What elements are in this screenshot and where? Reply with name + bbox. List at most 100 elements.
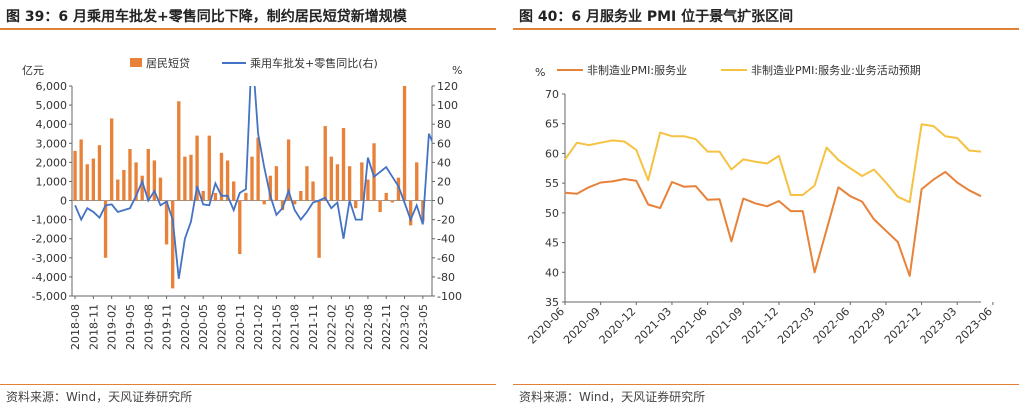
x-tick-label: 2019-11 [161, 304, 174, 350]
x-tick-label: 2021-09 [704, 305, 746, 347]
bar-residential-short-loan [402, 86, 407, 201]
bar-residential-short-loan [109, 118, 114, 201]
bar-residential-short-loan [201, 191, 205, 201]
right-y-tick-label: 0 [437, 195, 444, 208]
x-tick-label: 2020-02 [179, 304, 192, 350]
bar-residential-short-loan [158, 177, 163, 201]
x-tick-label: 2022-05 [344, 304, 357, 350]
y-tick-label: 50 [545, 207, 559, 220]
right-y-tick-label: 120 [437, 80, 458, 93]
bar-residential-short-loan [256, 137, 260, 201]
bar-residential-short-loan [250, 156, 254, 201]
bar-residential-short-loan [207, 135, 211, 201]
bar-residential-short-loan [97, 145, 102, 201]
y-tick-label: 40 [545, 266, 559, 279]
bar-residential-short-loan [171, 200, 175, 289]
x-tick-label: 2021-11 [307, 304, 320, 350]
legend-label-services-pmi: 非制造业PMI:服务业 [587, 63, 687, 77]
bar-residential-short-loan [384, 192, 388, 201]
x-tick-label: 2022-08 [362, 304, 375, 350]
right-source-rule [513, 384, 1019, 385]
right-y-tick-label: 60 [437, 137, 451, 150]
bar-residential-short-loan [354, 200, 358, 209]
bar-residential-short-loan [268, 175, 272, 201]
x-tick-label: 2021-12 [739, 305, 781, 347]
left-y-tick-label: 6,000 [36, 80, 68, 93]
right-figure-title: 图 40：6 月服务业 PMI 位于景气扩张区间 [519, 9, 794, 25]
bar-residential-short-loan [323, 126, 327, 201]
x-tick-label: 2023-06 [953, 305, 995, 347]
bar-residential-short-loan [366, 179, 370, 201]
left-y-tick-label: -4,000 [32, 271, 67, 284]
bar-residential-short-loan [225, 160, 230, 201]
bar-residential-short-loan [183, 156, 187, 201]
right-y-tick-label: 40 [437, 156, 451, 169]
left-y-tick-label: 5,000 [36, 99, 68, 112]
left-y-tick-label: 4,000 [36, 118, 68, 131]
bar-residential-short-loan [219, 152, 224, 201]
y-tick-label: 70 [545, 88, 559, 101]
right-y-tick-label: -40 [437, 233, 455, 246]
bar-residential-short-loan [317, 200, 321, 258]
x-tick-label: 2022-02 [325, 304, 338, 350]
bar-residential-short-loan [122, 170, 126, 201]
x-tick-label: 2019-05 [124, 304, 137, 350]
y-tick-label: 35 [545, 296, 559, 309]
left-y-tick-label: -5,000 [32, 290, 67, 303]
right-y-tick-label: 20 [437, 175, 451, 188]
x-tick-label: 2020-05 [197, 304, 210, 350]
bar-residential-short-loan [152, 160, 157, 201]
bar-residential-short-loan [293, 200, 297, 205]
right-title-rule [513, 28, 1019, 30]
bar-residential-short-loan [341, 128, 346, 201]
bar-residential-short-loan [360, 162, 364, 201]
bar-residential-short-loan [140, 175, 144, 201]
right-y-tick-label: 80 [437, 118, 451, 131]
x-tick-label: 2023-03 [918, 305, 960, 347]
x-tick-label: 2020-11 [234, 304, 247, 350]
bar-residential-short-loan [73, 150, 77, 201]
bar-residential-short-loan [335, 164, 340, 201]
bar-residential-short-loan [128, 149, 132, 201]
left-source-rule [0, 384, 496, 385]
right-y-tick-label: 100 [437, 99, 458, 112]
bar-residential-short-loan [164, 200, 169, 245]
x-tick-label: 2020-08 [215, 304, 228, 350]
left-source-note: 资料来源：Wind，天风证券研究所 [6, 390, 193, 404]
x-tick-label: 2023-02 [399, 304, 412, 350]
x-tick-label: 2021-08 [289, 304, 302, 350]
line-services-pmi [564, 170, 982, 277]
bar-residential-short-loan [91, 158, 96, 201]
bar-residential-short-loan [244, 192, 248, 201]
bar-residential-short-loan [85, 164, 89, 201]
legend-label-business-expectation: 非制造业PMI:服务业:业务活动预期 [751, 63, 921, 77]
right-y-tick-label: -20 [437, 214, 455, 227]
x-tick-label: 2022-06 [811, 305, 853, 347]
bar-residential-short-loan [195, 135, 199, 201]
x-tick-label: 2018-11 [87, 304, 100, 350]
bar-residential-short-loan [311, 181, 315, 201]
x-tick-label: 2021-05 [270, 304, 283, 350]
legend-label-car-sales: 乘用车批发+零售同比(右) [250, 56, 378, 70]
bar-residential-short-loan [146, 149, 150, 201]
bar-residential-short-loan [274, 166, 279, 201]
x-tick-label: 2021-02 [252, 304, 265, 350]
bar-residential-short-loan [79, 139, 83, 201]
left-y-tick-label: 3,000 [36, 137, 68, 150]
x-tick-label: 2022-03 [775, 305, 817, 347]
bar-residential-short-loan [103, 200, 108, 258]
bar-residential-short-loan [213, 192, 218, 201]
bar-residential-short-loan [305, 166, 309, 201]
y-tick-label: 65 [545, 118, 559, 131]
line-car-sales-yoy [74, 86, 432, 279]
bar-residential-short-loan [280, 200, 285, 211]
y-tick-label: 45 [545, 237, 559, 250]
right-chart-svg: 7065605550454035%2020-062020-092020-1220… [525, 63, 995, 347]
x-tick-label: 2021-03 [632, 305, 674, 347]
left-chart-svg: 6,000 5,000 4,000 3,000 2,000 1,000 0 -1,000 -2,… [22, 56, 462, 350]
left-figure-panel: 图 39：6 月乘用车批发+零售同比下降，制约居民短贷新增规模 6,000 5,0… [0, 0, 496, 412]
x-tick-label: 2023-05 [417, 304, 430, 350]
legend-swatch-short-loan [130, 58, 142, 67]
left-y-axis-unit: 亿元 [22, 64, 44, 77]
bar-residential-short-loan [189, 154, 193, 201]
